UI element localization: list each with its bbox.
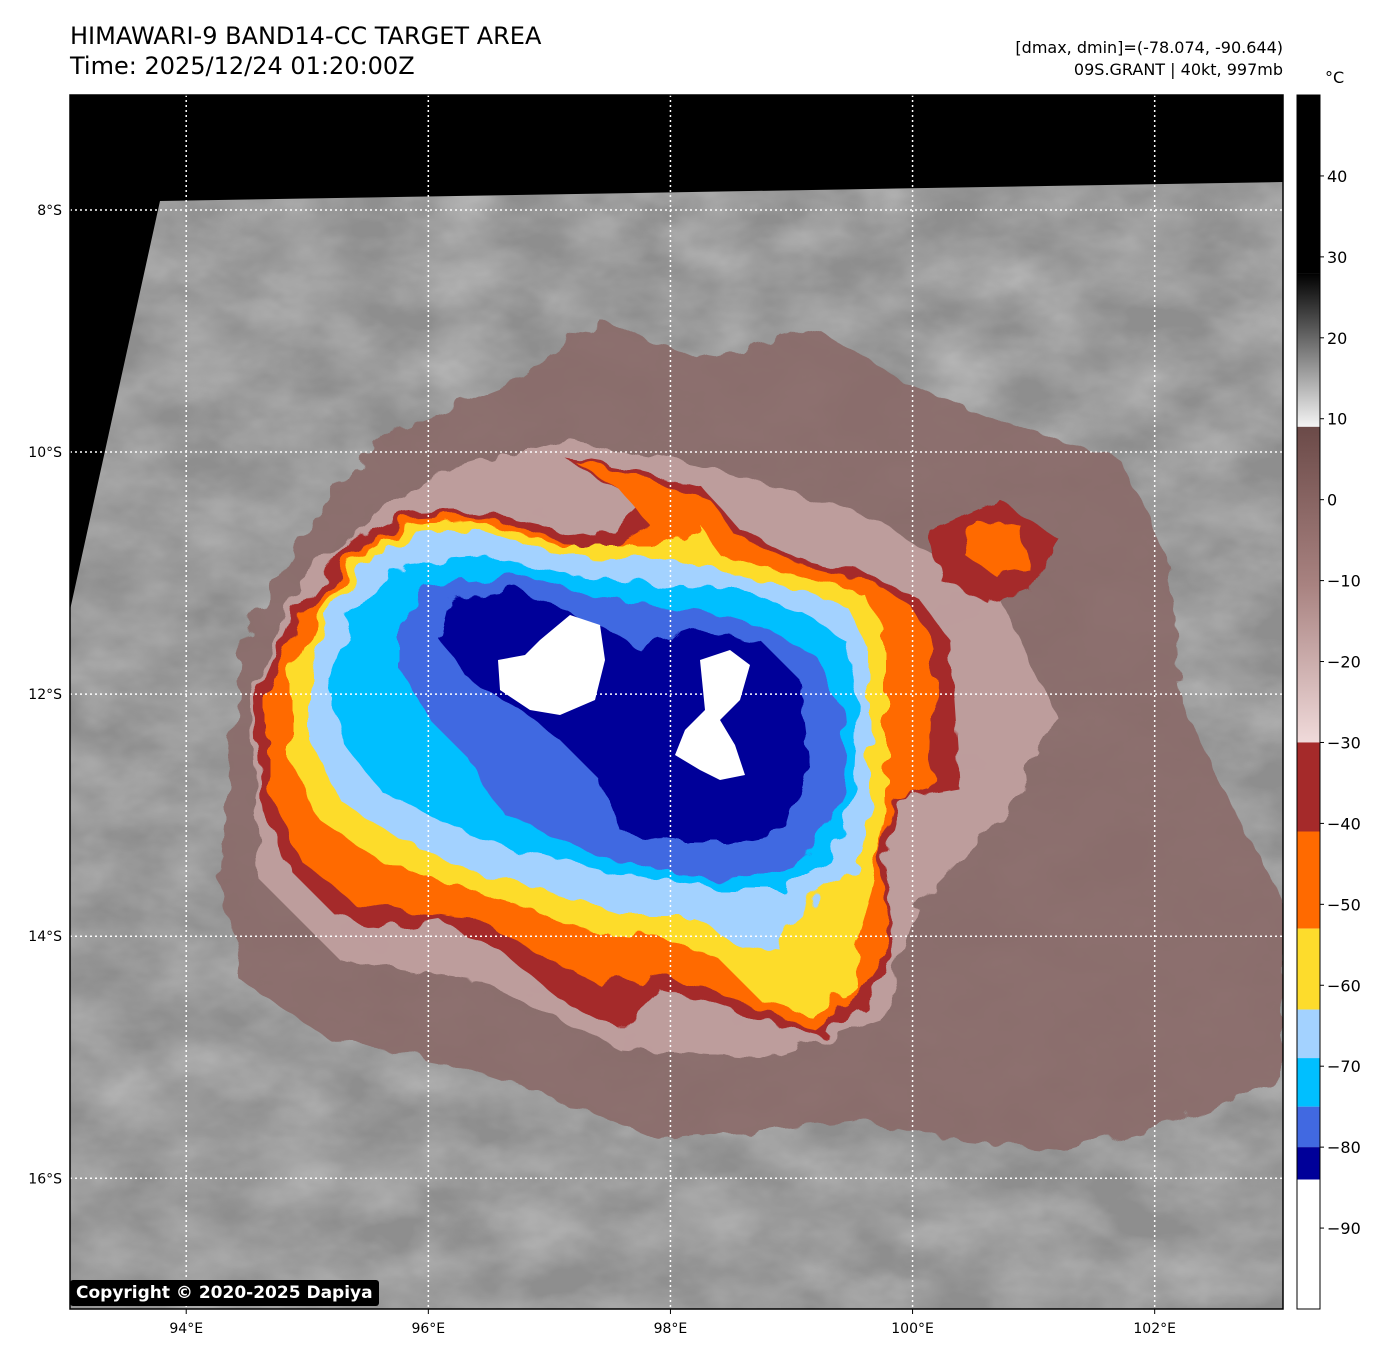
- colorbar-tick-label: −40: [1327, 814, 1361, 833]
- colorbar-segment: [1297, 831, 1320, 929]
- colorbar-segment: [1297, 1058, 1320, 1107]
- colorbar-tick-label: −20: [1327, 653, 1361, 672]
- lat-tick-label: 16°S: [28, 1171, 62, 1187]
- colorbar-segment: [1297, 742, 1320, 832]
- dmax-dmin-label: [dmax, dmin]=(-78.074, -90.644): [1015, 38, 1283, 57]
- colorbar-tick-label: −80: [1327, 1138, 1361, 1157]
- axis-labels: 94°E 96°E 98°E 100°E 102°E 8°S 10°S 12°S 14°S 16°…: [28, 203, 1176, 1337]
- colorbar-segment: [1297, 1009, 1320, 1059]
- colorbar-tick-label: −30: [1327, 733, 1361, 752]
- lon-tick-label: 94°E: [169, 1321, 203, 1337]
- colorbar: 40 30 20 10 0 −10 −20 −30 −40 −50 −60 −70 −80 −90: [1296, 94, 1361, 1310]
- colorbar-tick-label: −50: [1327, 895, 1361, 914]
- colorbar-segment: [1297, 95, 1320, 274]
- colorbar-segment: [1297, 928, 1320, 1010]
- colorbar-tick-label: −70: [1327, 1057, 1361, 1076]
- lon-tick-label: 96°E: [411, 1321, 445, 1337]
- lon-tick-label: 102°E: [1133, 1321, 1176, 1337]
- colorbar-segment: [1297, 426, 1320, 743]
- graticule: [70, 95, 1283, 1309]
- colorbar-unit: °C: [1325, 68, 1345, 87]
- no-data-region: [70, 95, 1283, 610]
- colorbar-tick-label: 30: [1327, 248, 1347, 267]
- coldest-core-east: [675, 650, 750, 780]
- lon-tick-label: 98°E: [654, 1321, 688, 1337]
- cloud-top-field: [220, 320, 1283, 1150]
- colorbar-segment: [1297, 1179, 1320, 1309]
- colorbar-tick-label: −90: [1327, 1219, 1361, 1238]
- colorbar-tick-label: −10: [1327, 572, 1361, 591]
- lat-tick-label: 8°S: [37, 203, 62, 219]
- colorbar-tick-label: −60: [1327, 976, 1361, 995]
- colorbar-tick-label: 20: [1327, 329, 1347, 348]
- lat-tick-label: 10°S: [28, 445, 62, 461]
- storm-info: 09S.GRANT | 40kt, 997mb: [1073, 60, 1283, 79]
- lat-tick-label: 14°S: [28, 929, 62, 945]
- chart-title: HIMAWARI-9 BAND14-CC TARGET AREA: [70, 22, 542, 50]
- lat-tick-label: 12°S: [28, 687, 62, 703]
- time-label: Time: 2025/12/24 01:20:00Z: [70, 52, 415, 80]
- colorbar-tick-label: 40: [1327, 167, 1347, 186]
- colorbar-tick-label: 0: [1327, 491, 1337, 510]
- colorbar-segment: [1297, 1147, 1320, 1180]
- colorbar-segment: [1297, 1106, 1320, 1148]
- colorbar-tick-label: 10: [1327, 410, 1347, 429]
- copyright-label: Copyright © 2020-2025 Dapiya: [70, 1280, 379, 1306]
- colorbar-frame: [1296, 94, 1321, 1310]
- imagery-layer: [70, 95, 1283, 1309]
- lon-tick-label: 100°E: [891, 1321, 934, 1337]
- colorbar-segment: [1297, 273, 1320, 427]
- map-frame: [69, 94, 1284, 1310]
- coldest-core-west: [498, 615, 605, 715]
